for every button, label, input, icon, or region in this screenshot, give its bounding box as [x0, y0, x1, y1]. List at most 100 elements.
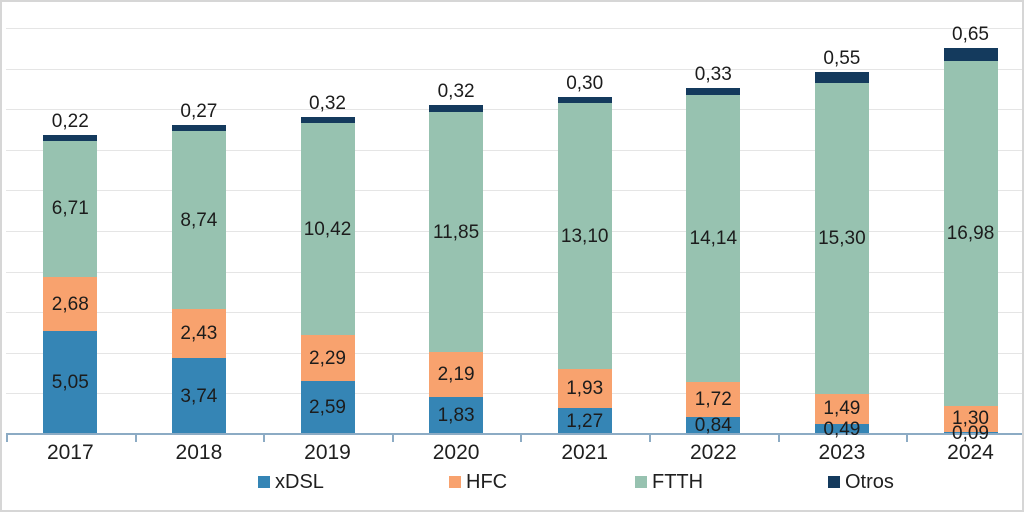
axis-tick — [777, 435, 780, 442]
data-label: 13,10 — [560, 225, 609, 247]
bar-segment — [943, 61, 998, 406]
bar-segment — [814, 72, 869, 84]
legend-swatch-hfc — [449, 476, 461, 488]
bar-segment — [686, 88, 741, 95]
legend-label: HFC — [466, 470, 508, 493]
bar-segment — [171, 358, 226, 434]
x-axis-label: 2022 — [689, 441, 737, 464]
data-label: 0,33 — [694, 64, 732, 86]
bar-segment — [557, 97, 612, 104]
bar-segment — [300, 123, 355, 335]
legend-item: FTTH — [635, 469, 703, 495]
bar-segment — [300, 334, 355, 382]
axis-tick — [649, 435, 651, 442]
data-label: 11,85 — [433, 221, 480, 243]
bar-segment — [300, 381, 355, 434]
data-label: 0,30 — [566, 73, 604, 95]
bar-segment — [686, 94, 741, 383]
data-label: 0,55 — [823, 48, 861, 70]
bar-segment — [557, 103, 612, 370]
gridline — [6, 149, 1024, 151]
gridline — [6, 352, 1024, 354]
data-label: 0,09 — [952, 422, 989, 444]
bar-segment — [686, 416, 741, 434]
legend-swatch-xdsl — [258, 476, 270, 488]
legend-item: xDSL — [258, 469, 324, 495]
data-label: 10,42 — [303, 218, 352, 240]
data-label: 1,30 — [952, 408, 989, 430]
legend-label: FTTH — [652, 470, 704, 493]
x-axis-label: 2021 — [561, 441, 609, 464]
data-label: 1,93 — [566, 378, 604, 400]
data-label: 1,72 — [694, 388, 732, 410]
x-axis-label: 2018 — [175, 441, 223, 464]
data-label: 3,74 — [180, 385, 218, 407]
legend: xDSL HFC FTTH Otros — [0, 469, 1024, 497]
gridline — [6, 231, 1024, 232]
legend-label: Otros — [845, 470, 894, 493]
bar-segment — [557, 369, 612, 409]
data-label: 1,83 — [437, 404, 475, 426]
bar-segment — [43, 331, 98, 434]
data-label: 1,27 — [566, 410, 604, 432]
data-label: 5,05 — [51, 372, 89, 394]
x-axis-label: 2017 — [46, 441, 94, 464]
gridline — [6, 190, 1024, 192]
data-label: 0,32 — [437, 81, 475, 103]
data-label: 2,43 — [180, 322, 218, 344]
axis-tick — [6, 435, 8, 442]
gridline — [6, 271, 1024, 273]
x-axis-label: 2019 — [304, 441, 351, 464]
data-label: 0,65 — [952, 23, 989, 45]
data-label: 8,74 — [180, 209, 218, 231]
x-axis-line — [6, 433, 1024, 435]
bar-segment — [686, 382, 741, 417]
x-axis-label: 2023 — [818, 441, 866, 464]
legend-item: Otros — [828, 469, 894, 495]
axis-tick — [520, 435, 523, 442]
bar-segment — [171, 131, 226, 309]
legend-item: HFC — [449, 469, 507, 495]
axis-tick — [263, 435, 266, 442]
axis-tick — [391, 435, 394, 442]
bar-segment — [429, 111, 484, 353]
axis-tick — [134, 435, 137, 442]
bar-segment — [429, 352, 484, 397]
bar-segment — [943, 405, 998, 433]
bar-segment — [43, 277, 98, 332]
bar-segment — [429, 105, 484, 112]
x-axis-label: 2020 — [432, 441, 480, 464]
legend-swatch-ftth — [635, 476, 647, 488]
bar-segment — [300, 116, 355, 124]
bar-segment — [171, 308, 226, 359]
bar-segment — [171, 125, 226, 132]
data-label: 1,49 — [823, 398, 861, 420]
bar-segment — [43, 140, 98, 278]
data-label: 2,19 — [437, 364, 475, 386]
legend-swatch-otros — [828, 476, 840, 488]
data-label: 2,29 — [309, 347, 346, 369]
data-label: 16,98 — [946, 222, 995, 244]
bar-segment — [557, 408, 612, 434]
gridline — [6, 28, 1024, 29]
axis-tick — [906, 435, 909, 442]
gridline — [6, 68, 1024, 70]
x-axis-label: 2024 — [947, 441, 994, 464]
bar-segment — [43, 134, 98, 141]
data-label: 2,68 — [51, 293, 89, 315]
data-label: 0,27 — [180, 101, 218, 123]
bar-segment — [429, 396, 484, 434]
data-label: 0,32 — [309, 92, 346, 114]
data-label: 0,84 — [694, 414, 732, 436]
data-label: 15,30 — [818, 228, 866, 249]
bar-segment — [814, 424, 869, 434]
gridline — [6, 312, 1024, 314]
bar-segment — [814, 393, 869, 425]
data-label: 14,14 — [689, 228, 738, 249]
bar-segment — [814, 83, 869, 394]
data-label: 2,59 — [309, 397, 346, 419]
gridline — [6, 393, 1024, 395]
data-label: 0,22 — [51, 110, 89, 132]
data-label: 6,71 — [51, 198, 89, 220]
